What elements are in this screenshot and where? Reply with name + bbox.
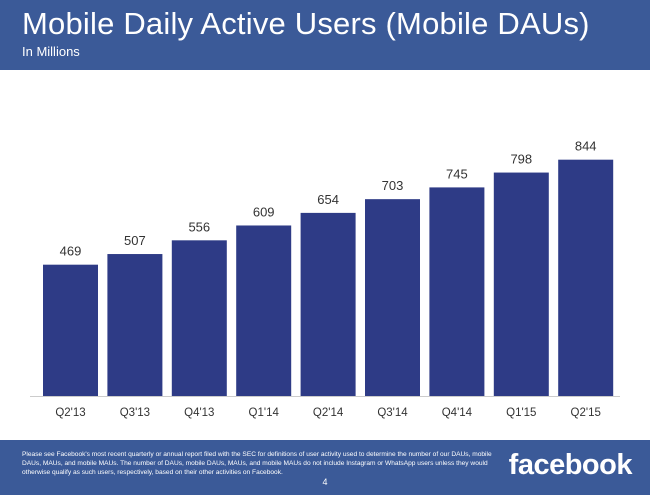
x-tick-label: Q3'13 xyxy=(120,407,150,419)
data-label: 507 xyxy=(124,233,146,248)
bar xyxy=(43,264,98,396)
footnote: Please see Facebook's most recent quarte… xyxy=(22,451,492,476)
bar xyxy=(429,187,485,396)
bar xyxy=(171,240,227,396)
page-subtitle: In Millions xyxy=(22,44,80,59)
bar-chart: 469 Q2'13 507 Q3'13 556 Q4'13 609 Q1'14 654 Q2'14… xyxy=(30,139,620,419)
page-title: Mobile Daily Active Users (Mobile DAUs) xyxy=(22,6,590,41)
x-tick-label: Q4'13 xyxy=(184,407,214,419)
chart-area: 469 Q2'13 507 Q3'13 556 Q4'13 609 Q1'14 654 Q2'14… xyxy=(0,70,650,440)
page-number: 4 xyxy=(322,477,328,487)
x-tick-label: Q2'14 xyxy=(313,407,344,419)
data-label: 844 xyxy=(575,139,597,154)
footer-banner: Please see Facebook's most recent quarte… xyxy=(0,440,650,495)
x-tick-label: Q4'14 xyxy=(442,407,473,419)
data-label: 609 xyxy=(253,204,275,219)
data-label: 469 xyxy=(60,244,82,259)
data-label: 556 xyxy=(188,219,210,234)
bar xyxy=(493,172,549,396)
bar xyxy=(558,159,614,396)
data-label: 703 xyxy=(382,178,404,193)
facebook-logo: facebook xyxy=(508,449,633,481)
x-tick-label: Q3'14 xyxy=(377,407,408,419)
data-label: 798 xyxy=(510,152,532,167)
x-tick-label: Q2'15 xyxy=(571,407,601,419)
bar xyxy=(300,212,356,396)
x-tick-label: Q1'14 xyxy=(249,407,280,419)
bar xyxy=(236,225,292,396)
data-label: 745 xyxy=(446,166,468,181)
data-label: 654 xyxy=(317,192,339,207)
header-banner: Mobile Daily Active Users (Mobile DAUs) … xyxy=(0,0,650,70)
bar xyxy=(365,199,420,396)
x-tick-label: Q1'15 xyxy=(506,407,536,419)
bar xyxy=(107,254,163,396)
x-tick-label: Q2'13 xyxy=(55,407,85,419)
